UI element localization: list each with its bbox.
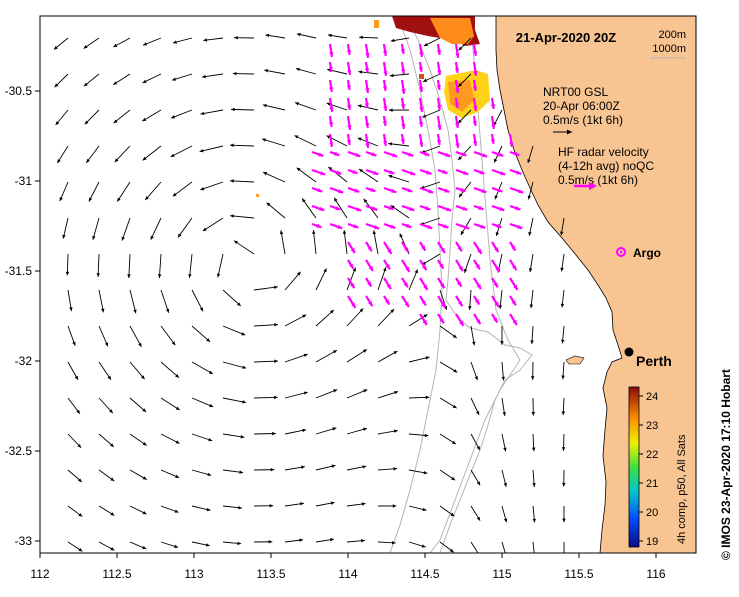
y-tick-label: -31 <box>15 174 33 188</box>
gsl-legend-scale: 0.5m/s (1kt 6h) <box>543 113 623 127</box>
hf-legend-title: HF radar velocity <box>558 145 649 159</box>
velocity-arrow-head <box>533 554 536 558</box>
x-tick-label: 115 <box>492 567 511 581</box>
colorbar-tick-label: 21 <box>646 478 658 490</box>
x-tick-label: 112.5 <box>102 567 131 581</box>
colorbar-tick-label: 19 <box>646 536 658 548</box>
velocity-arrow-head <box>504 554 507 558</box>
legend-200m: 200m <box>658 29 686 41</box>
colorbar-tick-label: 20 <box>646 507 658 519</box>
velocity-arrow-head <box>562 554 565 558</box>
sst-pixel-1 <box>419 74 424 79</box>
x-tick-label: 114 <box>338 567 357 581</box>
y-tick-label: -32.5 <box>5 444 33 458</box>
y-tick-label: -31.5 <box>5 264 33 278</box>
perth-label: Perth <box>636 353 672 369</box>
perth-marker <box>625 348 634 357</box>
sst-pixel-2 <box>256 194 259 197</box>
colorbar-tick-label: 23 <box>646 420 658 432</box>
x-tick-label: 115.5 <box>564 567 593 581</box>
date-label: 21-Apr-2020 20Z <box>516 30 616 45</box>
colorbar-tick-label: 24 <box>646 391 658 403</box>
x-tick-label: 112 <box>30 567 49 581</box>
colorbar-title: 4h comp, p50, All Sats <box>676 434 688 544</box>
sst-colorbar <box>629 387 639 547</box>
colorbar-tick-label: 22 <box>646 449 658 461</box>
y-tick-label: -33 <box>15 534 33 548</box>
x-tick-label: 116 <box>646 567 665 581</box>
gsl-legend-title: NRT00 GSL <box>543 85 608 99</box>
hf-legend-avg: (4-12h avg) noQC <box>558 159 654 173</box>
y-axis: -30.5 -31 -31.5 -32 -32.5 -33 <box>5 84 40 548</box>
argo-label: Argo <box>633 246 661 260</box>
imos-credit: © IMOS 23-Apr-2020 17:10 Hobart <box>719 369 733 560</box>
sst-pixel-3 <box>374 20 379 28</box>
hf-legend-scale: 0.5m/s (1kt 6h) <box>558 173 638 187</box>
legend-1000m: 1000m <box>652 43 686 55</box>
y-tick-label: -32 <box>15 354 33 368</box>
gsl-legend-date: 20-Apr 06:00Z <box>543 99 620 113</box>
x-tick-label: 113.5 <box>256 567 285 581</box>
x-tick-label: 113 <box>184 567 203 581</box>
y-tick-label: -30.5 <box>5 84 33 98</box>
x-tick-label: 114.5 <box>410 567 439 581</box>
x-axis: 112 112.5 113 113.5 114 114.5 115 115.5 116 <box>30 553 665 581</box>
